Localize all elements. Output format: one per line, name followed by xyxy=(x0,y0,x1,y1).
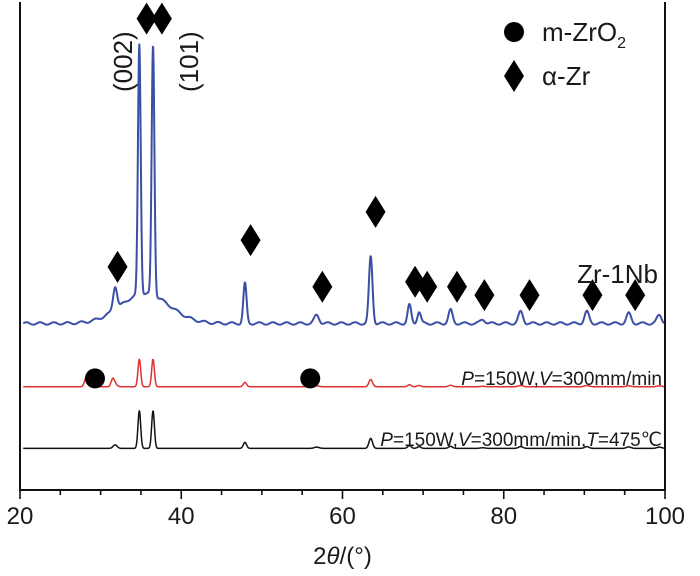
x-axis-title: 2θ/(°) xyxy=(313,543,372,570)
alpha-zr-marker xyxy=(312,270,333,303)
legend-diamond-icon xyxy=(504,60,524,92)
label-layer: Zr-1Nb P=150W,V=300mm/min P=150W,V=300mm/m… xyxy=(108,17,662,451)
legend-entry-alphazr: α-Zr xyxy=(542,61,591,91)
alpha-zr-marker xyxy=(417,270,438,303)
peak-label: (101) xyxy=(174,31,204,92)
x-tick-label: 80 xyxy=(490,503,517,530)
series-label-red: P=150W,V=300mm/min xyxy=(461,369,662,390)
alpha-zr-marker xyxy=(446,270,467,303)
x-tick-label: 60 xyxy=(329,503,356,530)
alpha-zr-marker xyxy=(136,2,157,35)
alpha-zr-marker xyxy=(107,250,128,283)
series-layer xyxy=(22,43,665,450)
alpha-zr-marker xyxy=(582,279,603,312)
alpha-zr-marker xyxy=(365,195,386,228)
alpha-zr-marker xyxy=(519,279,540,312)
series-label-zr1nb: Zr-1Nb xyxy=(577,259,658,289)
marker-layer xyxy=(84,2,646,389)
legend-entry-mzro2: m-ZrO2 xyxy=(542,17,626,52)
alpha-zr-marker xyxy=(240,224,261,257)
axes: 20 40 60 80 100 2θ/(°) xyxy=(7,2,685,570)
x-tick-label: 20 xyxy=(7,503,34,530)
x-tick-label: 100 xyxy=(645,503,685,530)
series-line-0 xyxy=(22,43,665,326)
peak-label: (002) xyxy=(108,31,138,92)
m-zro2-marker xyxy=(300,368,321,389)
alpha-zr-marker xyxy=(151,2,172,35)
legend-circle-icon xyxy=(504,22,524,42)
series-label-black: P=150W,V=300mm/min,T=475℃ xyxy=(380,430,662,451)
x-tick-label: 40 xyxy=(168,503,195,530)
m-zro2-marker xyxy=(84,368,105,389)
series-line-2 xyxy=(22,410,665,450)
alpha-zr-marker xyxy=(625,279,646,312)
alpha-zr-marker xyxy=(474,279,495,312)
series-line-1 xyxy=(22,358,665,388)
